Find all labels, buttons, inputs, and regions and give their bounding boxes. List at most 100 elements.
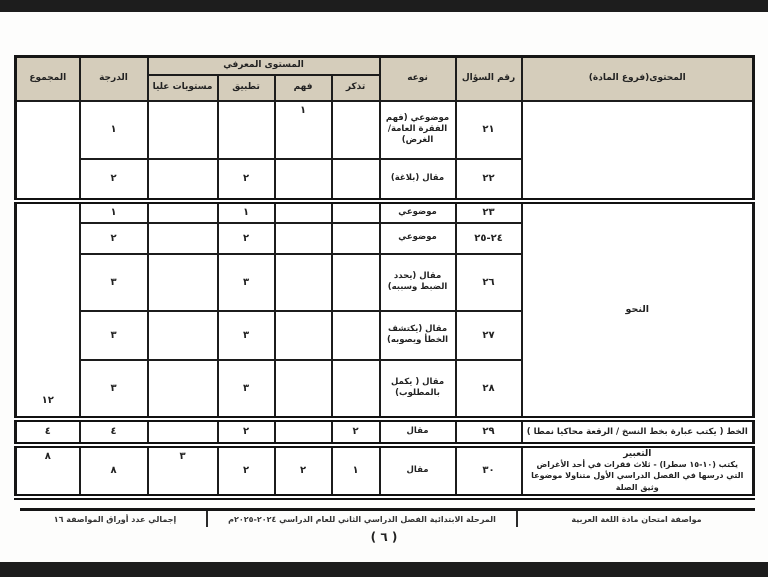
col-header-apply: تطبيق xyxy=(216,73,276,102)
footer-document-title: مواصفة امتحان مادة اللغة العربية xyxy=(571,515,702,524)
understand-value xyxy=(273,309,333,361)
table-row-q29: الخط ( يكتب عبارة بخط النسخ / الرقعة محا… xyxy=(14,415,755,446)
remember-value xyxy=(330,197,381,224)
apply-value: ٢ xyxy=(216,157,276,202)
apply-value: ٣ xyxy=(216,358,276,420)
col-header-remember: تذكر xyxy=(330,73,381,102)
type-cell: مقال (يكتشف الخطأ ويصوبه) xyxy=(378,309,457,361)
type-cell: موضوعي xyxy=(378,197,457,224)
header-row-1: المحتوى(فروع المادة) رقم السؤال نوعه الم… xyxy=(14,55,755,102)
understand-value xyxy=(273,415,333,446)
bottom-black-bar xyxy=(0,562,768,577)
col-header-content: المحتوى(فروع المادة) xyxy=(520,55,755,102)
type-cell: مقال xyxy=(378,415,457,446)
type-cell: مقال (يحدد الضبط وسببه) xyxy=(378,252,457,312)
remember-value xyxy=(330,358,381,420)
understand-value xyxy=(273,221,333,255)
remember-value xyxy=(330,309,381,361)
apply-value: ٣ xyxy=(216,309,276,361)
understand-value xyxy=(273,197,333,224)
question-number: ٢١ xyxy=(454,99,523,160)
grade-value: ٣ xyxy=(78,252,149,312)
remember-value: ٢ xyxy=(330,415,381,446)
total-cell: ٨ xyxy=(14,441,81,499)
table-row-q27: ٢٧ مقال (يكتشف الخطأ ويصوبه) ٣ ٣ xyxy=(16,309,754,361)
content-cell-handwriting: الخط ( يكتب عبارة بخط النسخ / الرقعة محا… xyxy=(520,415,755,446)
type-cell: موضوعي (فهم الفقرة العامة/ الغرض) xyxy=(378,99,457,160)
understand-value: ٢ xyxy=(273,441,333,499)
col-header-type: نوعه xyxy=(378,55,457,102)
remember-value: ١ xyxy=(330,441,381,499)
footer-divider xyxy=(516,511,518,527)
apply-value xyxy=(216,99,276,160)
col-header-question-number: رقم السؤال xyxy=(454,55,523,102)
type-cell: موضوعي xyxy=(378,221,457,255)
table-row-q24-25: ٢٤-٢٥ موضوعي ٢ ٢ xyxy=(16,221,754,255)
higher-value xyxy=(146,252,219,312)
content-cell-first-section xyxy=(520,99,755,202)
higher-value: ٣ xyxy=(146,441,219,499)
content-cell-grammar: النحو xyxy=(520,197,755,420)
total-cell-grammar: ١٢ xyxy=(14,197,81,420)
expression-title: التعبير xyxy=(623,448,652,459)
question-number: ٢٧ xyxy=(454,309,523,361)
understand-value: ١ xyxy=(273,99,333,160)
remember-value xyxy=(330,252,381,312)
table-row-q22: ٢٢ مقال (بلاغة) ٢ ٢ xyxy=(16,157,754,202)
question-number: ٢٢ xyxy=(454,157,523,202)
top-black-bar xyxy=(0,0,768,12)
grade-value: ١ xyxy=(78,99,149,160)
question-number: ٢٩ xyxy=(454,415,523,446)
grade-value: ٨ xyxy=(78,441,149,499)
col-header-cognitive-level: المستوى المعرفي xyxy=(146,55,381,76)
apply-value: ٣ xyxy=(216,252,276,312)
question-number: ٢٤-٢٥ xyxy=(454,221,523,255)
footer-stage-term: المرحلة الابتدائية الفصل الدراسي الثاني … xyxy=(228,515,496,524)
total-cell-first-section xyxy=(14,99,81,202)
table-row-q26: ٢٦ مقال (يحدد الضبط وسببه) ٣ ٣ xyxy=(16,252,754,312)
question-number: ٢٨ xyxy=(454,358,523,420)
col-header-understand: فهم xyxy=(273,73,333,102)
grade-value: ٢ xyxy=(78,221,149,255)
footer-total-pages: إجمالي عدد أوراق المواصفة ١٦ xyxy=(53,515,177,524)
page-number: ( ٦ ) xyxy=(370,530,398,544)
col-header-total: المجموع xyxy=(14,55,81,102)
higher-value xyxy=(146,99,219,160)
question-number: ٢٦ xyxy=(454,252,523,312)
exam-specification-table: المحتوى(فروع المادة) رقم السؤال نوعه الم… xyxy=(14,55,756,501)
expression-description: يكتب (١٠-١٥ سطرا) - ثلاث فقرات في أحد ال… xyxy=(531,459,744,492)
col-header-grade: الدرجة xyxy=(78,55,149,102)
remember-value xyxy=(330,157,381,202)
footer: مواصفة امتحان مادة اللغة العربية المرحلة… xyxy=(20,508,755,527)
footer-divider xyxy=(206,511,208,527)
question-number: ٢٣ xyxy=(454,197,523,224)
understand-value xyxy=(273,358,333,420)
higher-value xyxy=(146,197,219,224)
table-row-q30: التعبير يكتب (١٠-١٥ سطرا) - ثلاث فقرات ف… xyxy=(14,441,755,499)
table-row-q21: ٢١ موضوعي (فهم الفقرة العامة/ الغرض) ١ ١ xyxy=(14,99,755,202)
type-cell: مقال (بلاغة) xyxy=(378,157,457,202)
understand-value xyxy=(273,252,333,312)
type-cell: مقال ( يكمل بالمطلوب) xyxy=(378,358,457,420)
apply-value: ٢ xyxy=(216,441,276,499)
higher-value xyxy=(146,221,219,255)
remember-value xyxy=(330,221,381,255)
grade-value: ٣ xyxy=(78,309,149,361)
grade-value: ١ xyxy=(78,197,149,224)
total-cell: ٤ xyxy=(14,415,81,446)
understand-value xyxy=(273,157,333,202)
remember-value xyxy=(330,99,381,160)
header-row-2: تذكر فهم تطبيق مستويات عليا xyxy=(16,73,754,102)
col-header-higher-levels: مستويات عليا xyxy=(146,73,219,102)
grade-value: ٤ xyxy=(78,415,149,446)
apply-value: ٢ xyxy=(216,221,276,255)
higher-value xyxy=(146,358,219,420)
apply-value: ٢ xyxy=(216,415,276,446)
table-row-q23: النحو ٢٣ موضوعي ١ ١ ١٢ xyxy=(14,197,755,420)
grade-value: ٢ xyxy=(78,157,149,202)
higher-value xyxy=(146,309,219,361)
higher-value xyxy=(146,415,219,446)
higher-value xyxy=(146,157,219,202)
type-cell: مقال xyxy=(378,441,457,499)
